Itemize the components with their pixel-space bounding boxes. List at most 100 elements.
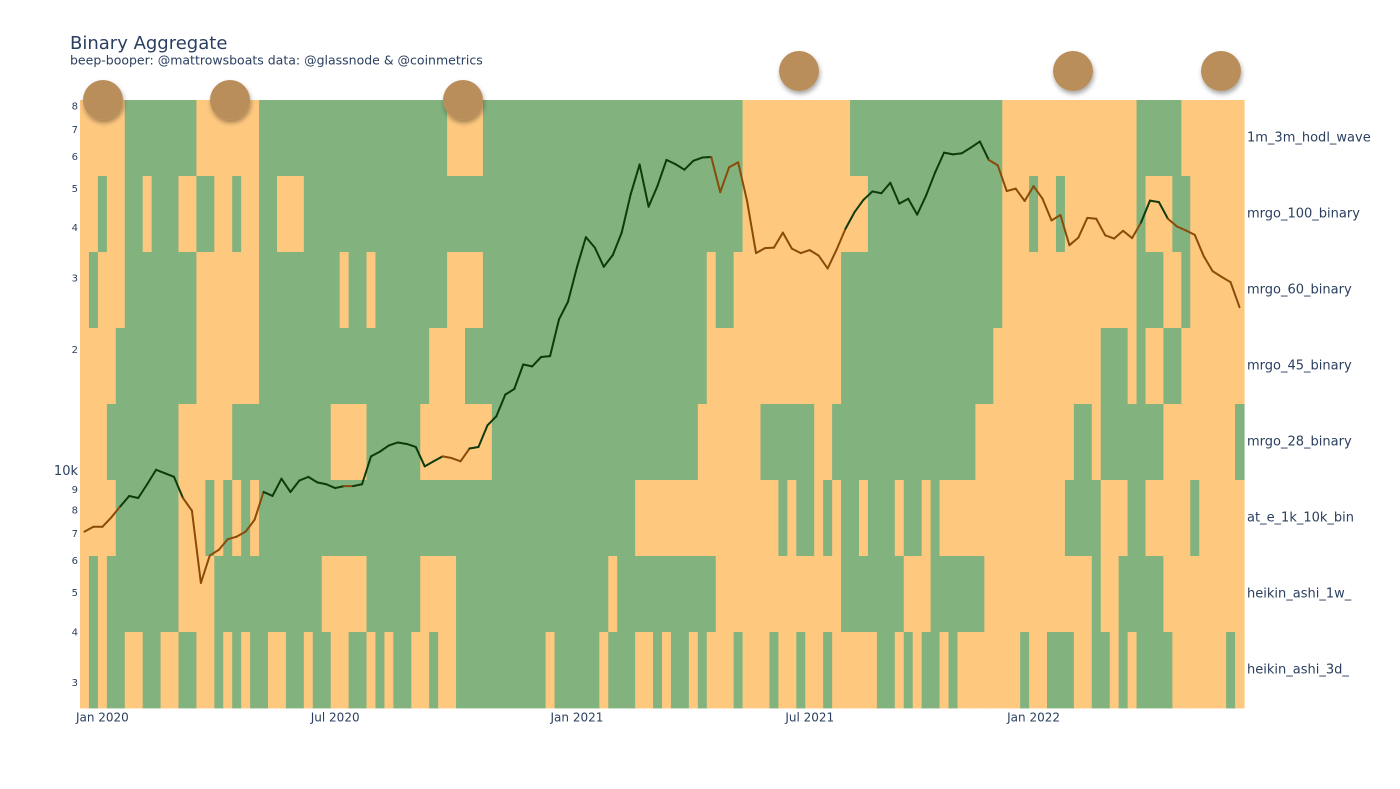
heatmap-cell (321, 252, 332, 329)
heatmap-cell (178, 404, 189, 481)
heatmap-cell (1217, 556, 1227, 633)
heatmap-cell (903, 252, 914, 329)
heatmap-cell (88, 176, 99, 253)
price-segment (692, 156, 704, 162)
heatmap-cell (250, 100, 260, 177)
heatmap-cell (1064, 480, 1075, 557)
heatmap-cell (1118, 100, 1129, 177)
heatmap-cell (688, 404, 699, 481)
heatmap-cell (787, 328, 797, 405)
heatmap-cell (867, 176, 878, 253)
heatmap-cell (527, 252, 538, 329)
heatmap-cell (429, 556, 439, 633)
heatmap-cell (187, 556, 197, 633)
heatmap-cell (447, 404, 457, 481)
heatmap-cell (706, 404, 717, 481)
heatmap-cell (724, 176, 735, 253)
heatmap-cell (196, 176, 206, 253)
heatmap-cell (876, 480, 887, 557)
heatmap-cell (420, 252, 430, 329)
y-tick-label: 6 (72, 556, 78, 567)
heatmap-cell (939, 480, 950, 557)
heatmap-cell (509, 556, 520, 633)
heatmap-cell (169, 252, 180, 329)
heatmap-cell (473, 100, 484, 177)
heatmap-cell (876, 100, 887, 177)
heatmap-cell (160, 176, 171, 253)
heatmap-cell (312, 100, 323, 177)
heatmap-cell (670, 100, 681, 177)
heatmap-cell (465, 100, 475, 177)
heatmap-cell (1172, 480, 1182, 557)
heatmap-cell (679, 632, 690, 709)
heatmap-cell (169, 176, 180, 253)
heatmap-cell (1172, 252, 1182, 329)
heatmap-cell (214, 176, 224, 253)
price-segment (638, 163, 650, 208)
heatmap-cell (894, 100, 905, 177)
price-segment (853, 198, 865, 214)
heatmap-cell (187, 176, 197, 253)
heatmap-cell (223, 176, 233, 253)
price-segment (629, 163, 641, 196)
price-segment (969, 140, 981, 149)
heatmap-cell (867, 328, 878, 405)
heatmap-cell (339, 404, 350, 481)
heatmap-cell (491, 480, 502, 557)
heatmap-cell (268, 176, 278, 253)
heatmap-cell (97, 404, 108, 481)
price-segment (566, 266, 578, 303)
heatmap-cell (1091, 100, 1102, 177)
heatmap-cell (1190, 176, 1200, 253)
price-segment (1104, 234, 1116, 240)
heatmap-cell (312, 632, 323, 709)
heatmap-cell (1047, 252, 1057, 329)
price-segment (871, 190, 883, 195)
price-segment (1113, 229, 1125, 240)
heatmap-cell (303, 404, 314, 481)
heatmap-cell (527, 632, 538, 709)
heatmap-cell (393, 328, 403, 405)
heatmap-cell (832, 556, 842, 633)
heatmap-cell (80, 176, 90, 253)
heatmap-cell (348, 556, 359, 633)
row-label: mrgo_60_binary (1247, 283, 1352, 298)
heatmap-cell (572, 632, 583, 709)
heatmap-cell (912, 404, 923, 481)
heatmap-cell (921, 632, 932, 709)
price-segment (173, 475, 184, 499)
heatmap-cell (903, 556, 914, 633)
heatmap-cell (1055, 404, 1066, 481)
heatmap-cell (88, 252, 99, 329)
heatmap-cell (1127, 632, 1138, 709)
heatmap-cell (1029, 100, 1039, 177)
heatmap-cell (1190, 328, 1200, 405)
heatmap-cell (1073, 404, 1084, 481)
heatmap-cell (232, 556, 242, 633)
heatmap-cell (599, 100, 609, 177)
heatmap-cell (133, 404, 144, 481)
price-segment (1068, 236, 1080, 247)
heatmap-cell (339, 176, 350, 253)
heatmap-cell (554, 328, 565, 405)
heatmap-cell (993, 328, 1003, 405)
heatmap-cell (500, 100, 511, 177)
heatmap-cell (1190, 632, 1200, 709)
y-tick-label: 4 (72, 223, 78, 234)
heatmap-cell (626, 480, 636, 557)
heatmap-cell (205, 100, 215, 177)
heatmap-cell (948, 328, 959, 405)
heatmap-cell (178, 100, 189, 177)
price-segment (387, 441, 399, 447)
heatmap-cell (930, 252, 941, 329)
price-segment (414, 445, 426, 468)
heatmap-cell (1002, 632, 1012, 709)
heatmap-cell (339, 328, 350, 405)
heatmap-cell (384, 328, 394, 405)
heatmap-cell (841, 100, 851, 177)
heatmap-cell (438, 252, 448, 329)
price-segment (1193, 233, 1205, 258)
heatmap-cell (330, 252, 341, 329)
heatmap-cell (903, 176, 914, 253)
heatmap-cell (1118, 176, 1129, 253)
